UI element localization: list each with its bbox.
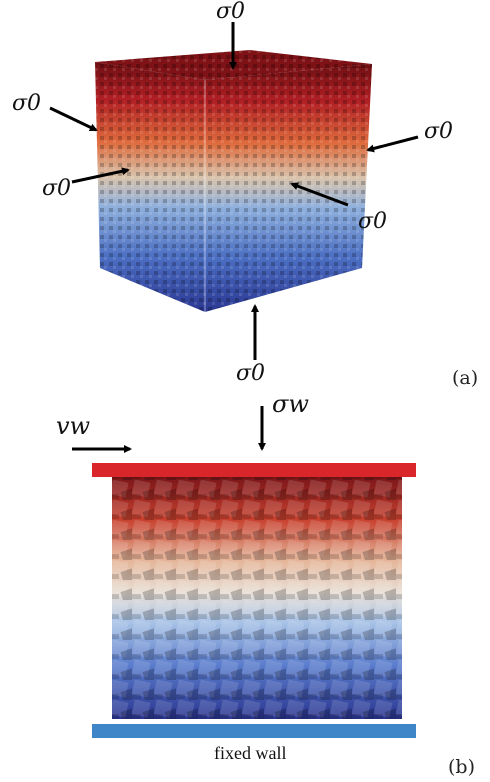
sigma0-label-top: σ0 — [216, 0, 245, 24]
granular-cube — [95, 50, 372, 312]
sigma0-label-left-upper: σ0 — [12, 91, 41, 116]
fixed-wall-label: fixed wall — [214, 743, 286, 763]
sigma0-label-bottom: σ0 — [236, 361, 265, 386]
arrow-left-lower-sigma0 — [71, 167, 130, 184]
stress-arrows-a — [49, 22, 419, 360]
panel-a: σ0 σ0 σ0 σ0 σ0 σ0 (a) — [12, 0, 478, 389]
sigma0-label-left-lower: σ0 — [42, 176, 71, 201]
sigma0-label-right-upper: σ0 — [424, 119, 453, 144]
panel-b-label: (b) — [448, 756, 475, 778]
panel-b: vw σw fixed wall (b) — [56, 390, 475, 778]
panel-a-label: (a) — [452, 367, 478, 389]
sigma0-label-right-lower: σ0 — [358, 209, 387, 234]
normal-stress-label: σw — [272, 390, 309, 418]
arrow-right-upper-sigma0 — [366, 135, 419, 153]
arrow-left-upper-sigma0 — [49, 106, 98, 132]
velocity-label: vw — [56, 412, 91, 440]
top-moving-wall — [92, 463, 416, 477]
arrow-right-lower-sigma0 — [290, 182, 349, 207]
bottom-fixed-wall — [92, 724, 416, 738]
stress-labels-a: σ0 σ0 σ0 σ0 σ0 σ0 — [12, 0, 453, 386]
